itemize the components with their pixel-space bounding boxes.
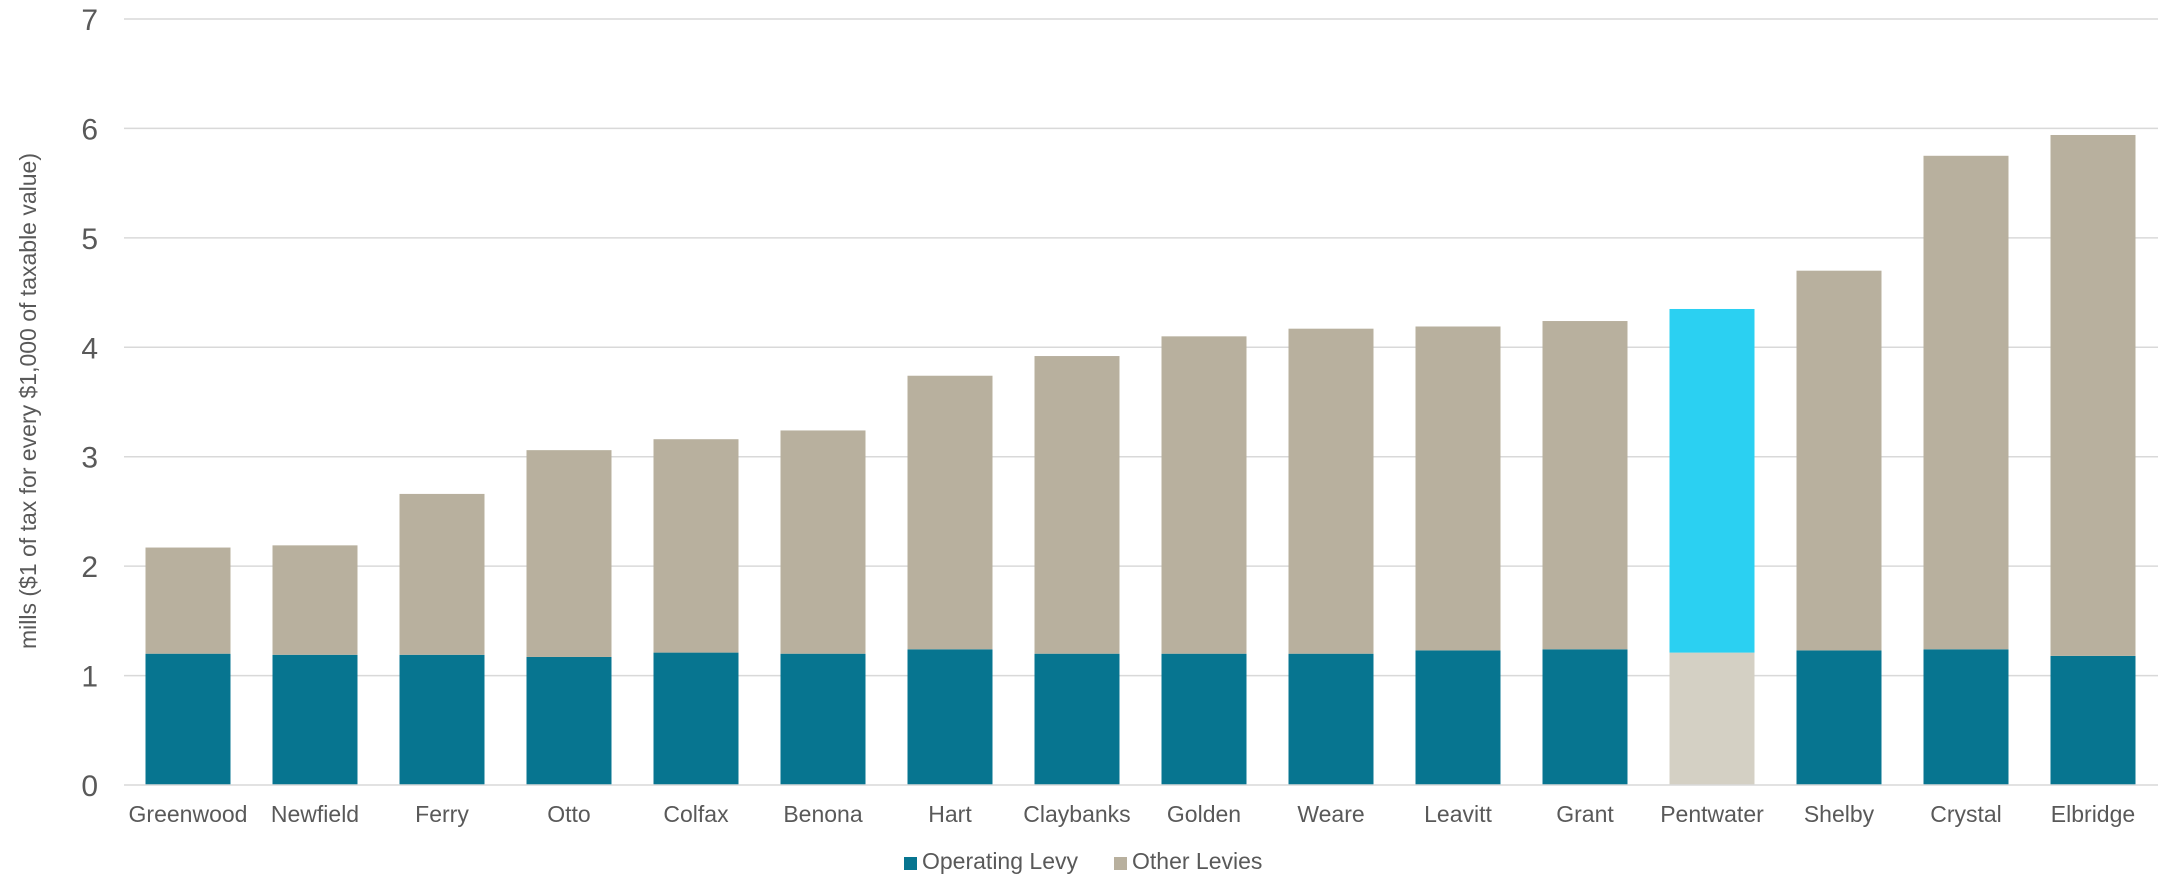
legend-label: Operating Levy (922, 848, 1078, 874)
bar-other-levies (1796, 270, 1882, 651)
bar-operating-levy (1415, 650, 1501, 785)
y-axis-tick-labels: 0 1 2 3 4 5 6 7 (81, 4, 98, 803)
x-tick-label: Benona (783, 801, 863, 827)
bar-other-levies (780, 430, 866, 654)
bar-operating-levy (145, 653, 231, 785)
x-tick-label: Shelby (1804, 801, 1875, 827)
bar-operating-levy (1923, 649, 2009, 785)
bar-operating-levy (1288, 653, 1374, 785)
bar-operating-levy (907, 649, 993, 785)
bar-operating-levy (653, 652, 739, 785)
bar-other-levies (145, 547, 231, 654)
bar-other-levies (653, 439, 739, 653)
bar-other-levies (1161, 336, 1247, 654)
y-tick-label: 6 (81, 113, 98, 146)
bar-other-levies (2050, 134, 2136, 656)
y-tick-label: 4 (81, 332, 98, 365)
x-axis-tick-labels: Greenwood Newfield Ferry Otto Colfax Benona Ha… (129, 801, 2136, 827)
bar-operating-levy (1669, 652, 1755, 785)
bar-other-levies (1034, 356, 1120, 654)
x-tick-label: Grant (1556, 801, 1614, 827)
bars (145, 134, 2136, 785)
bar-other-levies (1415, 326, 1501, 651)
x-tick-label: Pentwater (1660, 801, 1764, 827)
bar-other-levies (272, 545, 358, 655)
bar-other-levies (1542, 321, 1628, 650)
x-tick-label: Weare (1297, 801, 1364, 827)
x-tick-label: Ferry (415, 801, 469, 827)
bar-other-levies (1288, 328, 1374, 654)
y-tick-label: 7 (81, 4, 98, 37)
bar-operating-levy (780, 653, 866, 785)
x-tick-label: Elbridge (2051, 801, 2135, 827)
x-tick-label: Otto (547, 801, 590, 827)
y-tick-label: 3 (81, 442, 98, 475)
x-tick-label: Crystal (1930, 801, 2002, 827)
y-tick-label: 5 (81, 223, 98, 256)
legend-swatch (904, 857, 917, 870)
legend-swatch (1114, 857, 1127, 870)
bar-operating-levy (399, 654, 485, 785)
legend: Operating Levy Other Levies (904, 848, 1262, 874)
bar-other-levies (907, 375, 993, 650)
x-tick-label: Newfield (271, 801, 359, 827)
bar-operating-levy (272, 654, 358, 785)
x-tick-label: Claybanks (1023, 801, 1130, 827)
x-tick-label: Golden (1167, 801, 1241, 827)
y-tick-label: 2 (81, 551, 98, 584)
bar-other-levies (1669, 308, 1755, 653)
bar-operating-levy (2050, 655, 2136, 785)
x-tick-label: Leavitt (1424, 801, 1492, 827)
bar-operating-levy (1796, 650, 1882, 785)
y-tick-label: 0 (81, 770, 98, 803)
bar-operating-levy (1161, 653, 1247, 785)
x-tick-label: Greenwood (129, 801, 248, 827)
y-tick-label: 1 (81, 661, 98, 694)
bar-operating-levy (1542, 649, 1628, 785)
bar-other-levies (399, 493, 485, 655)
bar-operating-levy (1034, 653, 1120, 785)
y-axis-title: mills ($1 of tax for every $1,000 of tax… (15, 153, 41, 649)
bar-other-levies (526, 450, 612, 657)
legend-label: Other Levies (1132, 848, 1262, 874)
x-tick-label: Hart (928, 801, 972, 827)
x-tick-label: Colfax (663, 801, 729, 827)
bar-other-levies (1923, 155, 2009, 650)
bar-operating-levy (526, 656, 612, 785)
